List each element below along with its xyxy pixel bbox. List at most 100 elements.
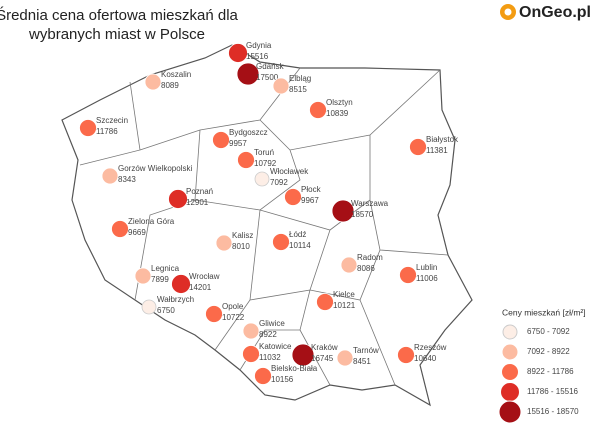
city-value: 8451: [353, 357, 371, 366]
city-name: Kraków: [311, 343, 338, 352]
region-borders: [79, 67, 449, 386]
city-name: Rzeszów: [414, 343, 447, 352]
city-marker: [144, 73, 162, 91]
city-value: 9669: [128, 228, 146, 237]
city-name: Wrocław: [189, 272, 220, 281]
city-marker: [309, 101, 327, 119]
city-marker: [397, 346, 415, 364]
logo-icon: [504, 8, 512, 16]
city-value: 8515: [289, 85, 307, 94]
city-value: 10839: [326, 109, 349, 118]
city-name: Poznań: [186, 187, 213, 196]
city-value: 11006: [416, 274, 438, 283]
city-value: 10722: [222, 313, 245, 322]
city-name: Włocławek: [270, 167, 309, 176]
city-name: Radom: [357, 253, 383, 262]
city-value: 10114: [289, 241, 311, 250]
city-name: Warszawa: [351, 199, 389, 208]
city-marker: [331, 199, 355, 223]
legend-swatch: [501, 363, 519, 381]
city-name: Gdańsk: [256, 62, 285, 71]
city-marker: [79, 119, 97, 137]
legend-swatch: [498, 400, 522, 424]
city-name: Koszalin: [161, 70, 191, 79]
title-line: wybranych miast w Polsce: [28, 26, 205, 43]
city-value: 9967: [301, 196, 319, 205]
city-marker: [254, 367, 272, 385]
city-marker: [141, 299, 157, 315]
city-marker: [228, 43, 248, 63]
city-marker: [237, 151, 255, 169]
city-value: 17500: [256, 73, 279, 82]
city-name: Katowice: [259, 342, 292, 351]
legend-label: 7092 - 8922: [527, 347, 570, 356]
legend-swatch: [500, 382, 520, 402]
city-marker: [340, 256, 358, 274]
city-name: Elbląg: [289, 74, 311, 83]
city-name: Bydgoszcz: [229, 128, 268, 137]
city-marker: [212, 131, 230, 149]
city-value: 11032: [259, 353, 281, 362]
city-name: Opole: [222, 302, 244, 311]
city-name: Gdynia: [246, 41, 272, 50]
city-value: 8089: [161, 81, 179, 90]
city-marker: [284, 188, 302, 206]
legend-title: Ceny mieszkań [zł/m²]: [502, 307, 586, 317]
city-marker: [254, 171, 270, 187]
legend-label: 6750 - 7092: [527, 327, 570, 336]
city-name: Kielce: [333, 290, 355, 299]
city-marker: [111, 220, 129, 238]
city-marker: [291, 343, 315, 367]
city-marker: [101, 167, 119, 185]
city-name: Płock: [301, 185, 322, 194]
city-name: Gorzów Wielkopolski: [118, 164, 192, 173]
city-marker: [215, 234, 233, 252]
legend-swatch: [501, 343, 519, 361]
title-line: Średnia cena ofertowa mieszkań dla: [0, 6, 239, 24]
city-value: 8086: [357, 264, 375, 273]
city-value: 8010: [232, 242, 250, 251]
city-name: Szczecin: [96, 116, 128, 125]
city-marker: [242, 345, 260, 363]
city-marker: [134, 267, 152, 285]
city-value: 10121: [333, 301, 356, 310]
legend-label: 8922 - 11786: [527, 367, 574, 376]
city-value: 12901: [186, 198, 209, 207]
city-name: Kalisz: [232, 231, 253, 240]
city-marker: [272, 233, 290, 251]
city-value: 16745: [311, 354, 334, 363]
city-name: Białystok: [426, 135, 459, 144]
city-name: Tarnów: [353, 346, 379, 355]
city-marker: [272, 77, 290, 95]
city-marker: [409, 138, 427, 156]
city-marker: [168, 189, 188, 209]
city-value: 9957: [229, 139, 247, 148]
city-value: 11381: [426, 146, 448, 155]
city-value: 10640: [414, 354, 437, 363]
city-name: Toruń: [254, 148, 274, 157]
city-name: Wałbrzych: [157, 295, 194, 304]
city-value: 10792: [254, 159, 277, 168]
city-value: 7899: [151, 275, 169, 284]
city-value: 8343: [118, 175, 136, 184]
logo: OnGeo.pl: [519, 4, 591, 21]
legend-label: 15516 - 18570: [527, 407, 579, 416]
city-name: Bielsko-Biała: [271, 364, 318, 373]
city-value: 6750: [157, 306, 175, 315]
city-marker: [171, 274, 191, 294]
city-value: 14201: [189, 283, 212, 292]
legend-swatch: [502, 324, 518, 340]
city-value: 15516: [246, 52, 269, 61]
city-value: 18570: [351, 210, 374, 219]
city-marker: [316, 293, 334, 311]
city-name: Gliwice: [259, 319, 285, 328]
city-name: Łódź: [289, 230, 306, 239]
city-name: Zielona Góra: [128, 217, 175, 226]
city-name: Legnica: [151, 264, 180, 273]
city-name: Olsztyn: [326, 98, 353, 107]
city-value: 8922: [259, 330, 277, 339]
city-value: 10156: [271, 375, 294, 384]
